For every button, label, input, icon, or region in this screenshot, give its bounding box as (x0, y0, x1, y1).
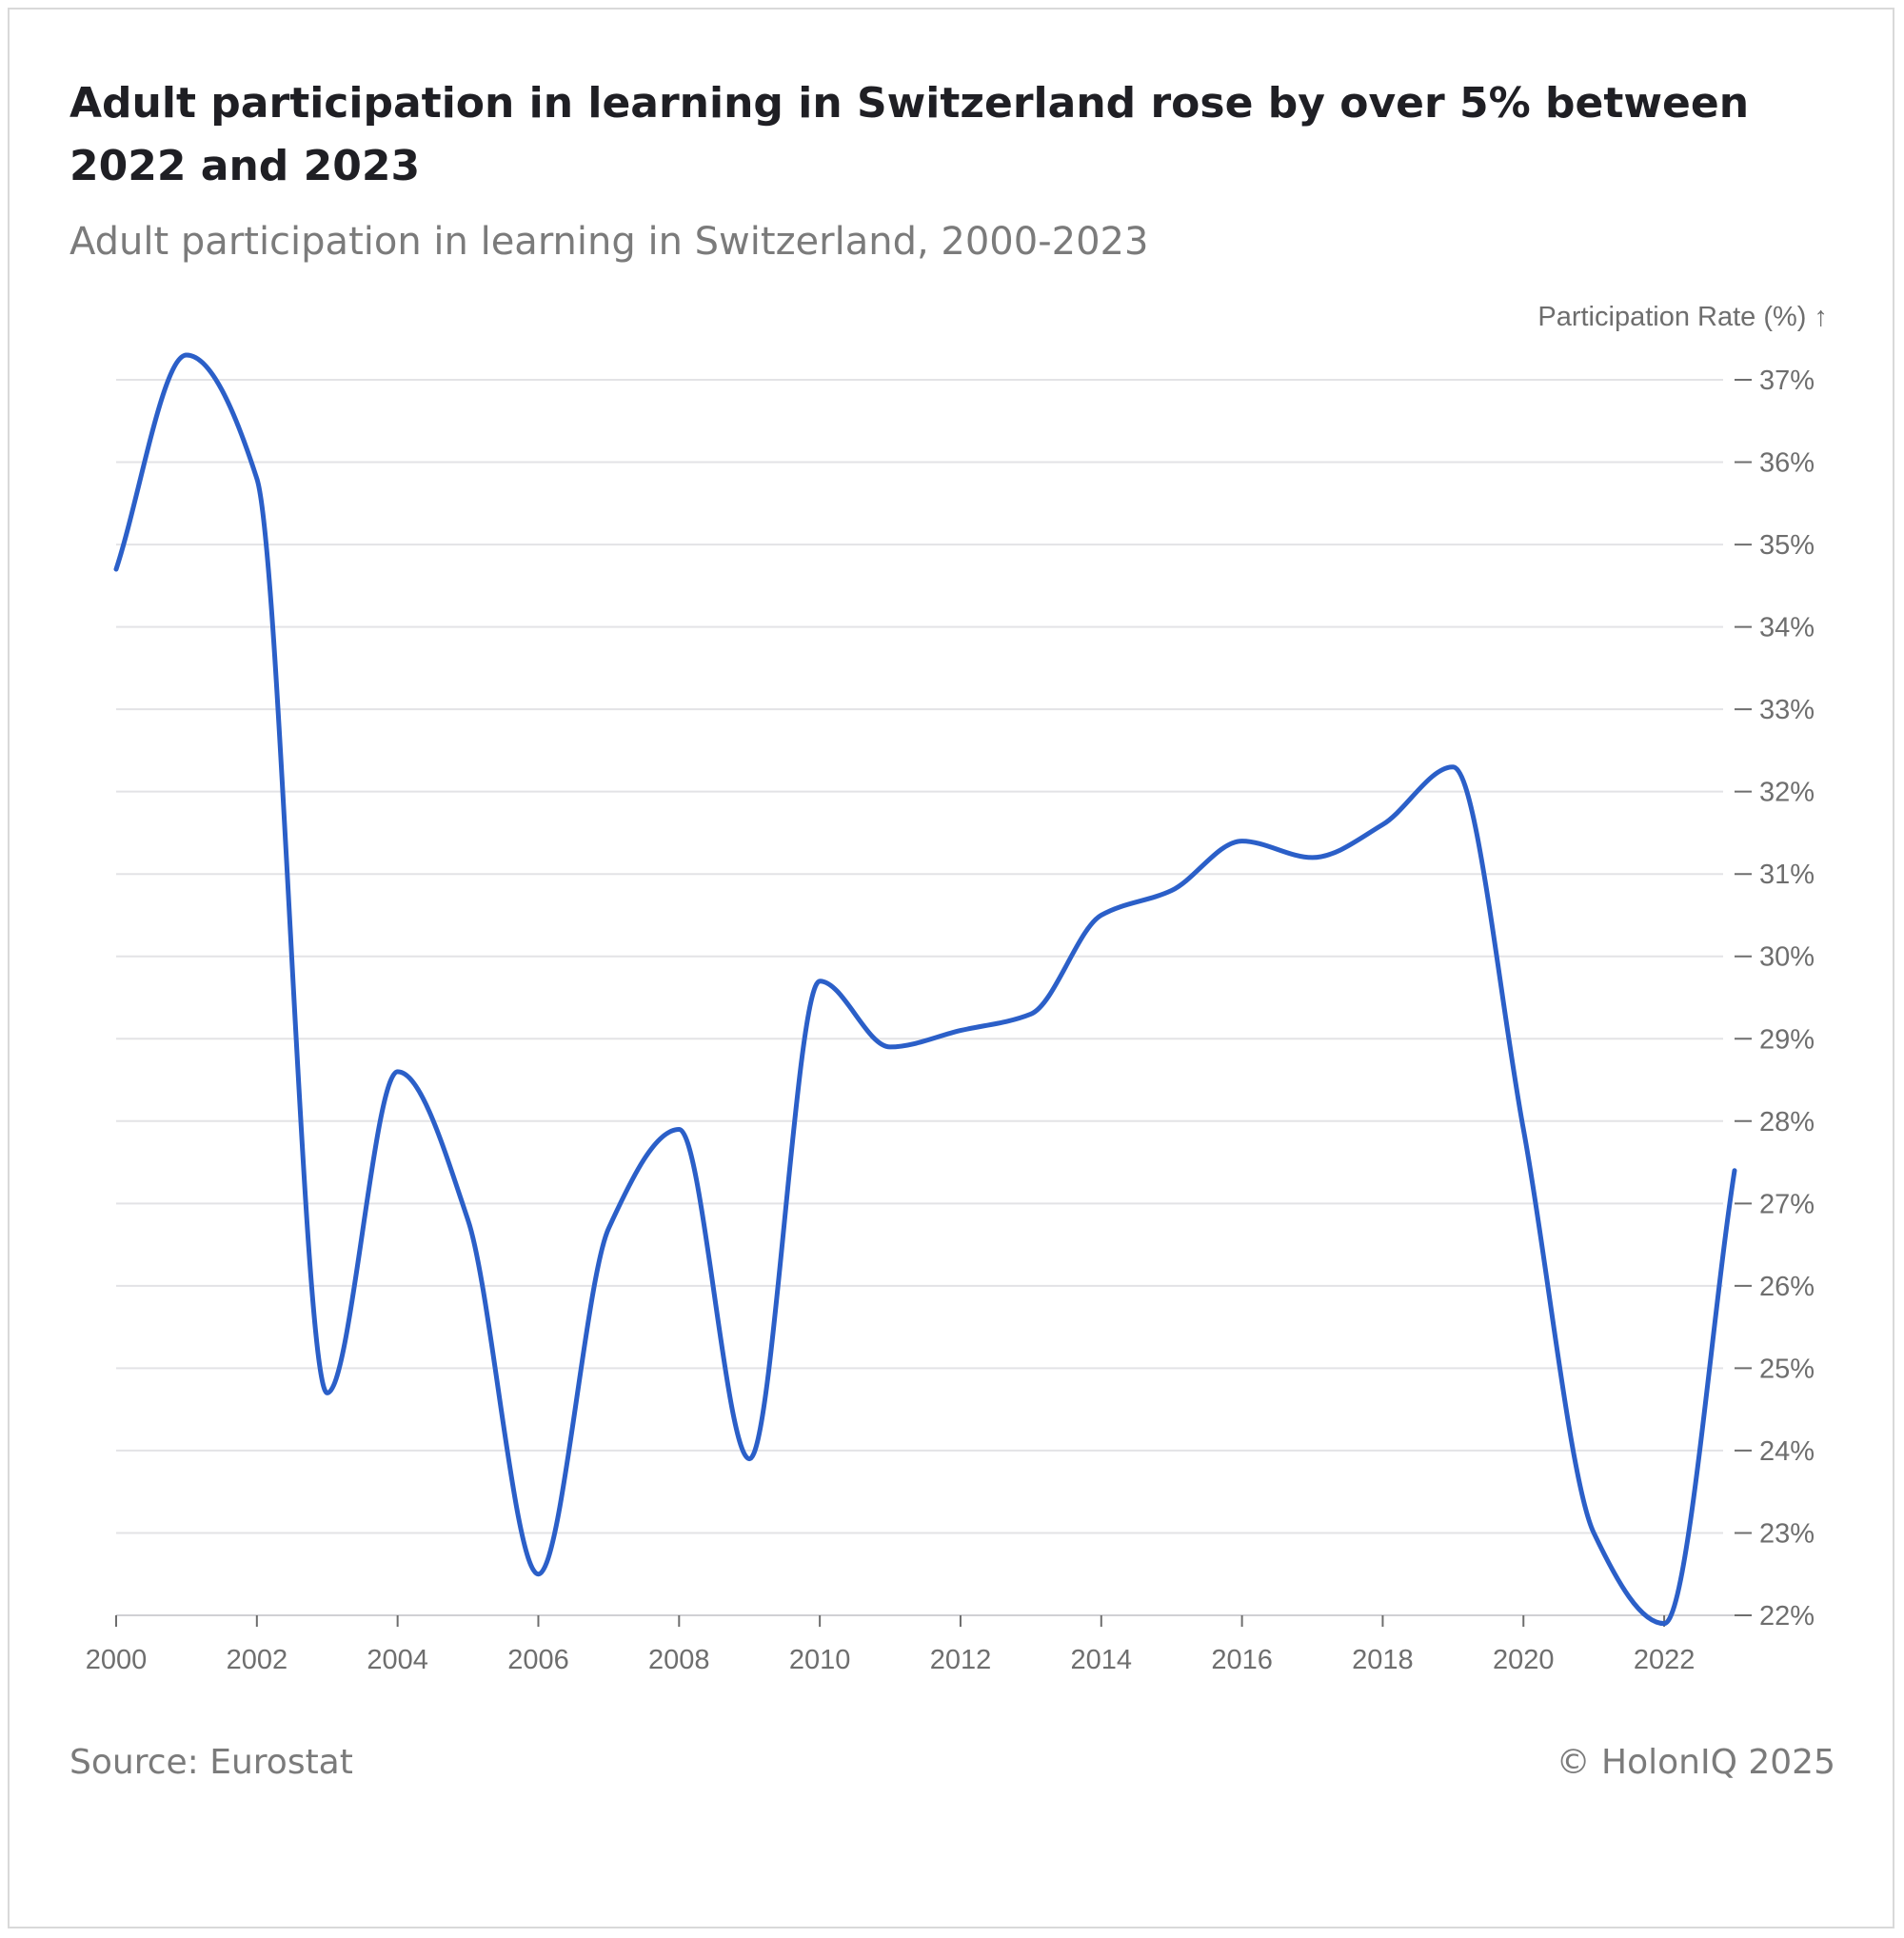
x-tick-label: 2004 (367, 1645, 428, 1675)
x-tick-label: 2014 (1071, 1645, 1133, 1675)
y-tick-label: 26% (1759, 1272, 1815, 1302)
y-tick-label: 30% (1759, 942, 1815, 973)
y-tick-label: 28% (1759, 1107, 1815, 1137)
y-tick-label: 29% (1759, 1024, 1815, 1055)
x-tick-label: 2020 (1493, 1645, 1555, 1675)
y-tick-label: 24% (1759, 1436, 1815, 1467)
gridlines (116, 379, 1723, 1616)
x-tick-label: 2006 (507, 1645, 569, 1675)
y-tick-label: 35% (1759, 530, 1815, 561)
y-tick-label: 31% (1759, 860, 1815, 890)
y-tick-label: 27% (1759, 1189, 1815, 1219)
y-tick-label: 23% (1759, 1518, 1815, 1549)
source-note: Source: Eurostat (69, 1743, 353, 1782)
y-tick-label: 22% (1759, 1601, 1815, 1631)
x-tick-label: 2000 (86, 1645, 148, 1675)
y-axis-label: Participation Rate (%) ↑ (1537, 302, 1828, 332)
x-tick-label: 2002 (227, 1645, 288, 1675)
x-tick-label: 2008 (648, 1645, 710, 1675)
x-tick-label: 2012 (930, 1645, 992, 1675)
x-axis: 2000 2002 2004 2006 2008 2010 2012 2014 2016 2018… (86, 1614, 1735, 1675)
chart-card (8, 8, 1894, 1928)
copyright-note: © HolonIQ 2025 (1556, 1743, 1835, 1782)
y-axis: Participation Rate (%) ↑ 22% 23% 24% 25% 26%… (1537, 302, 1828, 1631)
x-tick-label: 2018 (1352, 1645, 1414, 1675)
series-layer (113, 352, 1737, 1627)
y-tick-label: 32% (1759, 778, 1815, 808)
x-tick-label: 2016 (1211, 1645, 1273, 1675)
y-tick-label: 37% (1759, 366, 1815, 396)
y-tick-label: 34% (1759, 613, 1815, 643)
x-tick-label: 2022 (1634, 1645, 1696, 1675)
x-tick-label: 2010 (789, 1645, 851, 1675)
chart-title: Adult participation in learning in Switz… (69, 79, 1750, 190)
series-line-0 (113, 352, 1737, 1627)
y-tick-label: 36% (1759, 448, 1815, 479)
y-tick-label: 33% (1759, 695, 1815, 725)
y-tick-label: 25% (1759, 1354, 1815, 1384)
chart-subtitle: Adult participation in learning in Switz… (69, 220, 1149, 264)
